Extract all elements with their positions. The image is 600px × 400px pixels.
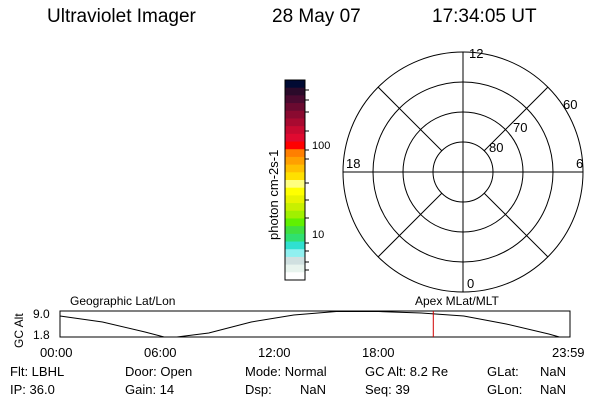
lat-label-60: 60	[563, 97, 578, 112]
ip: IP: 36.0	[10, 382, 55, 397]
colorbar-band	[285, 241, 305, 250]
seq: Seq: 39	[365, 382, 410, 397]
colorbar-band	[285, 249, 305, 258]
gc-alt: GC Alt: 8.2 Re	[365, 364, 449, 379]
xtick-0000: 00:00	[40, 345, 73, 360]
colorbar-band	[285, 172, 305, 181]
colorbar-band	[285, 203, 305, 212]
colorbar-band	[285, 272, 305, 281]
colorbar-band	[285, 141, 305, 150]
apex-title: Apex MLat/MLT	[415, 294, 499, 308]
polar-plot	[342, 51, 584, 293]
mlt-diagonal	[483, 192, 549, 258]
timeline-ylabel: GC Alt	[12, 313, 26, 348]
glon-label: GLon:	[487, 382, 523, 397]
colorbar-band	[285, 126, 305, 135]
colorbar-band	[285, 187, 305, 196]
xtick-0600: 06:00	[144, 345, 177, 360]
glat-label: GLat:	[487, 364, 519, 379]
colorbar-band	[285, 80, 305, 89]
colorbar-band	[285, 226, 305, 235]
date: 28 May 07	[272, 6, 361, 27]
colorbar-band	[285, 133, 305, 143]
filter: Flt: LBHL	[10, 364, 65, 379]
colorbar-band	[285, 218, 305, 227]
mlt-label-0: 0	[467, 276, 475, 291]
dsp-value: NaN	[300, 382, 327, 397]
colorbar-band	[285, 233, 305, 243]
colorbar-band	[285, 210, 305, 219]
xtick-1800: 18:00	[362, 345, 395, 360]
mlt-label-18: 18	[346, 156, 361, 171]
lat-label-70: 70	[513, 120, 528, 135]
instrument-title: Ultraviolet Imager	[47, 6, 196, 27]
colorbar-frame	[284, 79, 306, 281]
colorbar-band	[285, 118, 305, 127]
colorbar	[284, 79, 309, 281]
xtick-2359: 23:59	[552, 345, 585, 360]
colorbar-band	[285, 256, 305, 266]
glat-value: NaN	[540, 364, 567, 379]
altitude-timeline	[59, 310, 571, 338]
timeline-frame	[59, 310, 571, 338]
colorbar-tick-10: 10	[312, 229, 325, 241]
colorbar-band	[285, 87, 305, 96]
colorbar-tick-100: 100	[312, 140, 331, 152]
time: 17:34:05 UT	[432, 6, 537, 27]
door: Door: Open	[125, 364, 193, 379]
colorbar-band	[285, 103, 305, 112]
ytick-min: 1.8	[33, 328, 50, 342]
glon-value: NaN	[540, 382, 567, 397]
mlt-label-6: 6	[576, 156, 584, 171]
colorbar-band	[285, 149, 305, 158]
mlt-diagonal	[377, 192, 443, 258]
mlt-diagonal	[377, 86, 443, 152]
colorbar-band	[285, 180, 305, 189]
ytick-max: 9.0	[33, 307, 50, 321]
mlt-diagonal	[483, 86, 549, 152]
gain: Gain: 14	[125, 382, 175, 397]
colorbar-band	[285, 195, 305, 204]
colorbar-label: photon cm-2s-1	[266, 149, 281, 240]
colorbar-band	[285, 164, 305, 173]
colorbar-band	[285, 95, 305, 104]
geographic-title: Geographic Lat/Lon	[70, 294, 176, 308]
lat-label-80: 80	[489, 140, 504, 155]
colorbar-band	[285, 264, 305, 273]
xtick-1200: 12:00	[258, 345, 291, 360]
colorbar-band	[285, 156, 305, 166]
dsp-label: Dsp:	[245, 382, 272, 397]
colorbar-band	[285, 110, 305, 119]
mlt-label-12: 12	[469, 46, 484, 61]
mode: Mode: Normal	[245, 364, 327, 379]
altitude-curve	[59, 311, 570, 338]
